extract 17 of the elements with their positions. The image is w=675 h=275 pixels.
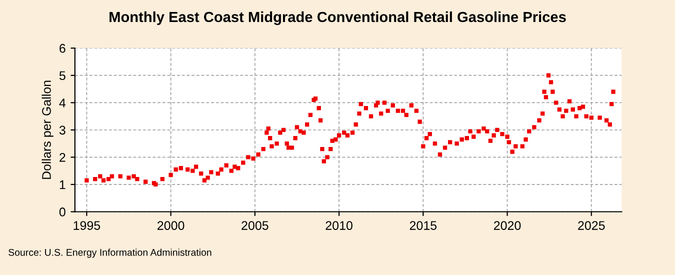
y-tick-label: 6: [60, 44, 66, 53]
x-tick-label: 2020: [494, 221, 521, 230]
y-tick-label: 0: [59, 208, 66, 216]
x-tick-label: 2000: [158, 221, 184, 230]
x-tick-label: 2015: [410, 221, 437, 230]
y-axis-title: Dollars per Gallon: [42, 80, 54, 179]
y-tick-label: 5: [59, 71, 66, 80]
y-tick-label: 3: [59, 126, 66, 135]
chart-title: Monthly East Coast Midgrade Conventional Retail Gasoline Prices: [110, 11, 566, 26]
y-tick-label: 4: [59, 98, 66, 108]
y-tick-label: 2: [60, 153, 66, 162]
source-note: Source: U.S. Energy Information Administration: [8, 248, 212, 258]
y-tick-label: 1: [60, 180, 66, 190]
x-tick-label: 2010: [326, 221, 352, 230]
x-tick-label: 2005: [242, 221, 268, 230]
x-tick-label: 2025: [578, 221, 605, 230]
x-tick-label: 1995: [74, 221, 100, 230]
